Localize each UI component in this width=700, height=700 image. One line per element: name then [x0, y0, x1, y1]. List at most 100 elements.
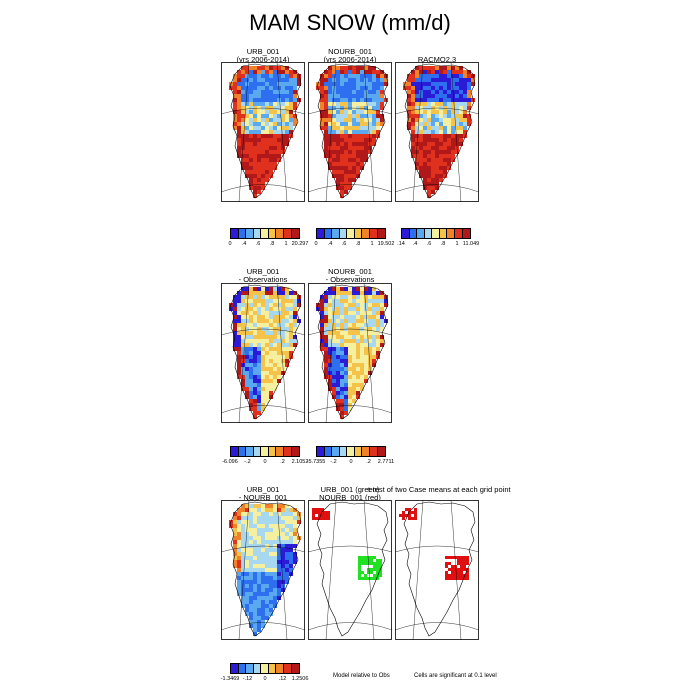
colorbar-swatch: [291, 229, 300, 238]
grid-cell: [332, 118, 336, 122]
grid-cell: [273, 383, 277, 387]
grid-cell: [419, 126, 423, 130]
grid-cell: [411, 90, 415, 94]
grid-cell: [285, 359, 289, 363]
grid-cell: [245, 596, 249, 600]
grid-cell: [289, 291, 293, 295]
grid-cell: [324, 122, 328, 126]
grid-cell: [447, 122, 451, 126]
grid-cell: [297, 512, 301, 516]
grid-cell: [285, 323, 289, 327]
grid-cell: [336, 90, 340, 94]
grid-cell: [293, 528, 297, 532]
grid-cell: [348, 343, 352, 347]
grid-cell: [265, 158, 269, 162]
grid-cell: [356, 142, 360, 146]
grid-cell: [273, 568, 277, 572]
grid-cell: [297, 520, 301, 524]
grid-cell: [281, 532, 285, 536]
grid-cell: [348, 186, 352, 190]
grid-cell: [261, 399, 265, 403]
grid-cell: [364, 126, 368, 130]
grid-cell: [269, 391, 273, 395]
grid-cell: [332, 375, 336, 379]
grid-cell: [340, 146, 344, 150]
grid-cell: [352, 347, 356, 351]
grid-cell: [273, 576, 277, 580]
grid-cell: [435, 130, 439, 134]
grid-cell: [348, 70, 352, 74]
grid-cell: [237, 122, 241, 126]
grid-cell: [368, 82, 372, 86]
grid-cell: [348, 134, 352, 138]
grid-cell: [241, 130, 245, 134]
grid-cell: [237, 588, 241, 592]
grid-cell: [376, 323, 380, 327]
grid-cell: [427, 102, 431, 106]
grid-cell: [447, 134, 451, 138]
grid-cell: [257, 110, 261, 114]
grid-cell: [328, 118, 332, 122]
grid-cell: [348, 154, 352, 158]
grid-cell: [344, 367, 348, 371]
significant-cell: [457, 574, 460, 577]
grid-cell: [356, 122, 360, 126]
grid-cell: [257, 608, 261, 612]
grid-cell: [340, 415, 344, 419]
colorbar-swatch: [369, 229, 378, 238]
grid-cell: [407, 74, 411, 78]
grid-cell: [237, 580, 241, 584]
grid-cell: [297, 74, 301, 78]
grid-cell: [285, 524, 289, 528]
grid-cell: [273, 323, 277, 327]
grid-cell: [237, 371, 241, 375]
grid-cell: [423, 102, 427, 106]
grid-cell: [257, 363, 261, 367]
grid-cell: [253, 110, 257, 114]
grid-cell: [348, 403, 352, 407]
grid-cell: [451, 70, 455, 74]
grid-cell: [269, 66, 273, 70]
grid-cell: [364, 130, 368, 134]
grid-cell: [443, 166, 447, 170]
grid-cell: [344, 74, 348, 78]
grid-cell: [364, 82, 368, 86]
grid-cell: [261, 86, 265, 90]
grid-cell: [336, 347, 340, 351]
grid-cell: [285, 126, 289, 130]
grid-cell: [360, 367, 364, 371]
grid-cell: [269, 303, 273, 307]
grid-cell: [332, 391, 336, 395]
grid-cell: [269, 291, 273, 295]
grid-cell: [297, 299, 301, 303]
grid-cell: [372, 327, 376, 331]
grid-cell: [328, 98, 332, 102]
grid-cell: [277, 323, 281, 327]
grid-cell: [356, 327, 360, 331]
grid-cell: [249, 512, 253, 516]
grid-cell: [372, 114, 376, 118]
grid-cell: [328, 114, 332, 118]
grid-cell: [237, 90, 241, 94]
grid-cell: [431, 142, 435, 146]
grid-cell: [364, 379, 368, 383]
grid-cell: [249, 568, 253, 572]
grid-cell: [241, 604, 245, 608]
grid-cell: [281, 323, 285, 327]
colorbar-swatch: [447, 229, 455, 238]
significant-cell: [379, 559, 382, 562]
grid-cell: [265, 580, 269, 584]
grid-cell: [344, 186, 348, 190]
grid-cell: [360, 146, 364, 150]
grid-cell: [336, 134, 340, 138]
grid-cell: [340, 174, 344, 178]
grid-cell: [269, 588, 273, 592]
grid-cell: [364, 323, 368, 327]
grid-cell: [368, 295, 372, 299]
grid-cell: [415, 162, 419, 166]
significant-cell: [460, 559, 463, 562]
grid-cell: [336, 130, 340, 134]
grid-cell: [348, 98, 352, 102]
grid-cell: [356, 387, 360, 391]
grid-cell: [265, 540, 269, 544]
